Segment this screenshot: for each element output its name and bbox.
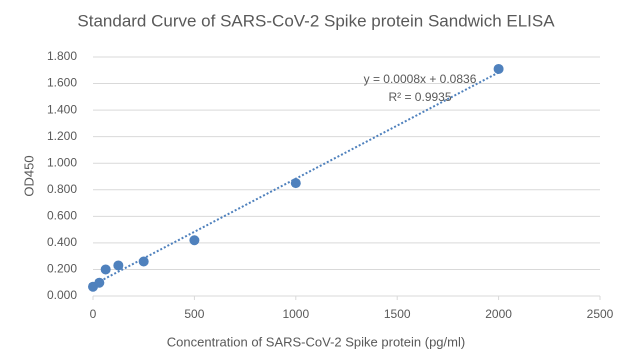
y-tick-label: 1.800 bbox=[47, 49, 77, 63]
y-tick-label: 0.200 bbox=[47, 262, 77, 276]
x-tick-label: 1000 bbox=[282, 307, 309, 321]
y-tick-label: 0.600 bbox=[47, 209, 77, 223]
data-point bbox=[493, 63, 504, 74]
y-tick-label: 0.800 bbox=[47, 182, 77, 196]
x-tick-label: 1500 bbox=[384, 307, 411, 321]
data-point bbox=[290, 178, 301, 189]
y-tick-label: 0.400 bbox=[47, 235, 77, 249]
trendline-r2: R² = 0.9935 bbox=[388, 90, 451, 104]
y-tick-label: 0.000 bbox=[47, 288, 77, 302]
x-tick-label: 500 bbox=[184, 307, 204, 321]
y-tick-label: 1.000 bbox=[47, 155, 77, 169]
data-point bbox=[113, 260, 124, 271]
data-point bbox=[94, 277, 105, 288]
y-axis-title: OD450 bbox=[21, 155, 36, 196]
y-tick-label: 1.200 bbox=[47, 129, 77, 143]
chart-title: Standard Curve of SARS-CoV-2 Spike prote… bbox=[77, 11, 555, 30]
y-tick-label: 1.600 bbox=[47, 76, 77, 90]
x-tick-label: 2000 bbox=[485, 307, 512, 321]
data-point bbox=[189, 235, 200, 246]
trendline-equation: y = 0.0008x + 0.0836 bbox=[364, 72, 477, 86]
data-point bbox=[100, 264, 111, 275]
data-point bbox=[138, 256, 149, 267]
x-tick-label: 2500 bbox=[587, 307, 614, 321]
x-tick-label: 0 bbox=[90, 307, 97, 321]
x-axis-title: Concentration of SARS-CoV-2 Spike protei… bbox=[167, 334, 465, 349]
y-tick-label: 1.400 bbox=[47, 102, 77, 116]
